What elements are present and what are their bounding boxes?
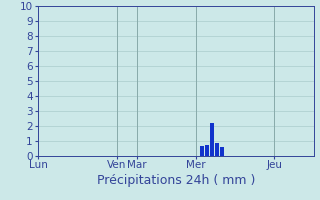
Bar xyxy=(210,123,214,156)
X-axis label: Précipitations 24h ( mm ): Précipitations 24h ( mm ) xyxy=(97,174,255,187)
Bar xyxy=(205,145,209,156)
Bar xyxy=(220,147,224,156)
Bar xyxy=(215,143,219,156)
Bar xyxy=(200,146,204,156)
